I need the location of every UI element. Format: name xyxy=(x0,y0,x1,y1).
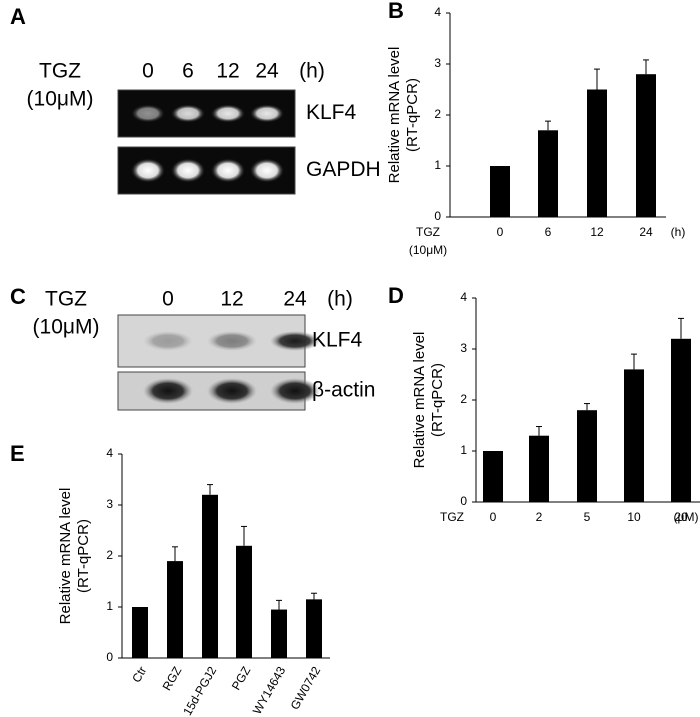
y-axis-label: (RT-qPCR) xyxy=(75,519,92,593)
band xyxy=(143,378,193,404)
y-tick-label: 3 xyxy=(460,341,467,355)
x-tick-label: 0 xyxy=(490,510,497,524)
bar xyxy=(529,435,549,502)
lane-label: 12 xyxy=(220,288,243,311)
bar xyxy=(490,166,510,217)
band xyxy=(270,378,320,404)
x-suffix-label: (μM) xyxy=(674,510,699,524)
x-suffix-label: (h) xyxy=(671,225,686,239)
bar xyxy=(538,130,558,217)
band xyxy=(171,104,205,123)
band xyxy=(250,104,284,123)
panel-label: A xyxy=(10,4,26,29)
bar xyxy=(636,74,656,217)
bar xyxy=(577,410,597,502)
panel-label: C xyxy=(10,284,26,309)
y-axis-label: (RT-qPCR) xyxy=(404,78,421,152)
y-tick-label: 3 xyxy=(434,56,441,70)
x-tick-label: 12 xyxy=(590,225,604,239)
y-axis-label: Relative mRNA level xyxy=(386,47,403,184)
bar xyxy=(132,607,148,658)
band xyxy=(207,378,257,404)
unit-label: (h) xyxy=(327,288,353,311)
x-tick-label: 0 xyxy=(497,225,504,239)
x-tick-label: Ctr xyxy=(129,664,149,685)
y-tick-label: 1 xyxy=(106,599,113,613)
panel-label: D xyxy=(388,283,404,308)
band xyxy=(131,104,165,123)
lane-label: 0 xyxy=(162,288,174,311)
bar xyxy=(167,561,183,658)
x-prefix-label: (10μM) xyxy=(409,243,447,257)
y-tick-label: 2 xyxy=(460,392,467,406)
band xyxy=(211,104,245,123)
y-tick-label: 3 xyxy=(106,497,113,511)
treatment-label: (10μM) xyxy=(33,316,100,339)
row-label: GAPDH xyxy=(306,158,381,181)
x-tick-label: 24 xyxy=(639,225,653,239)
bar xyxy=(306,599,322,658)
bar xyxy=(483,451,503,502)
treatment-label: TGZ xyxy=(39,60,81,83)
band xyxy=(171,158,205,183)
band xyxy=(211,158,245,183)
x-tick-label: PGZ xyxy=(229,664,253,692)
band xyxy=(207,331,257,351)
band xyxy=(143,331,193,351)
y-tick-label: 4 xyxy=(434,5,441,19)
bar xyxy=(271,609,287,658)
y-tick-label: 4 xyxy=(460,290,467,304)
y-tick-label: 4 xyxy=(106,446,113,460)
y-tick-label: 2 xyxy=(106,548,113,562)
y-axis-label: Relative mRNA level xyxy=(57,488,74,625)
x-tick-label: 5 xyxy=(584,510,591,524)
bar xyxy=(587,89,607,217)
x-prefix-label: TGZ xyxy=(416,225,440,239)
y-axis-label: Relative mRNA level xyxy=(411,332,428,469)
lane-label: 0 xyxy=(142,60,154,83)
x-tick-label: GW0742 xyxy=(288,664,324,712)
y-axis-label: (RT-qPCR) xyxy=(429,363,446,437)
row-label: KLF4 xyxy=(306,101,357,124)
bar xyxy=(236,545,252,658)
band xyxy=(131,158,165,183)
row-label: KLF4 xyxy=(312,329,363,352)
y-tick-label: 0 xyxy=(106,650,113,664)
x-prefix-label: TGZ xyxy=(440,510,464,524)
x-tick-label: 2 xyxy=(536,510,543,524)
y-tick-label: 0 xyxy=(460,494,467,508)
panel-label: E xyxy=(10,441,25,466)
lane-label: 24 xyxy=(283,288,307,311)
treatment-label: TGZ xyxy=(45,288,87,311)
y-tick-label: 1 xyxy=(460,443,467,457)
bar xyxy=(624,369,644,502)
y-tick-label: 1 xyxy=(434,158,441,172)
band xyxy=(250,158,284,183)
y-tick-label: 0 xyxy=(434,209,441,223)
x-tick-label: WY14643 xyxy=(250,664,289,717)
lane-label: 12 xyxy=(216,60,239,83)
bar xyxy=(202,494,218,658)
y-tick-label: 2 xyxy=(434,107,441,121)
row-label: β-actin xyxy=(312,379,375,402)
x-tick-label: 15d-PGJ2 xyxy=(180,664,219,717)
x-tick-label: RGZ xyxy=(160,664,185,693)
x-tick-label: 20 xyxy=(674,510,688,524)
band xyxy=(270,331,320,351)
x-tick-label: 10 xyxy=(627,510,641,524)
panel-label: B xyxy=(388,0,404,23)
lane-label: 6 xyxy=(182,60,194,83)
treatment-label: (10μM) xyxy=(27,88,94,111)
lane-label: 24 xyxy=(255,60,279,83)
bar xyxy=(671,338,691,502)
x-tick-label: 6 xyxy=(545,225,552,239)
unit-label: (h) xyxy=(299,60,325,83)
